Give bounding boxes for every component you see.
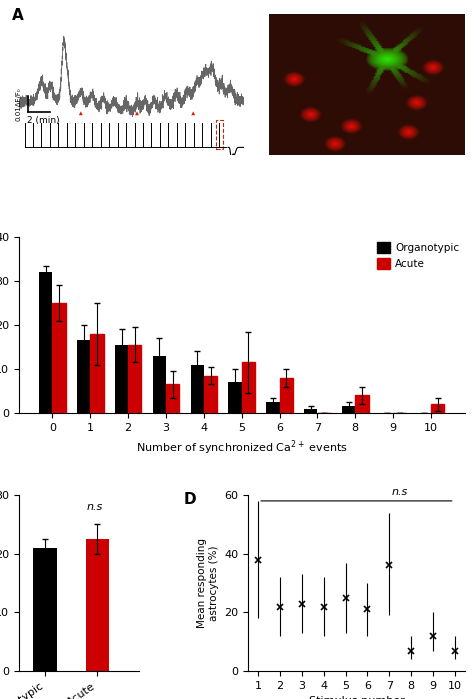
Text: D: D [183,491,196,507]
Bar [204,375,217,413]
Bar [115,345,128,413]
X-axis label: Stimulus number: Stimulus number [309,696,404,699]
Bar [85,539,109,671]
Bar [33,548,57,671]
Text: n.s: n.s [87,502,103,512]
Legend: Organotypic, Acute: Organotypic, Acute [377,242,459,269]
Bar [166,384,179,413]
Y-axis label: Mean responding
astrocytes (%): Mean responding astrocytes (%) [197,538,219,628]
Bar [53,303,66,413]
Bar [431,404,444,413]
X-axis label: Number of synchronized Ca$^{2+}$ events: Number of synchronized Ca$^{2+}$ events [136,438,347,456]
Bar [280,377,293,413]
Bar [191,364,204,413]
Bar [304,408,318,413]
Bar [153,356,166,413]
Bar [39,272,53,413]
Text: n.s: n.s [392,487,408,496]
Bar [342,406,356,413]
Bar [77,340,91,413]
Bar [228,382,242,413]
Bar [356,396,369,413]
Text: 2 (min): 2 (min) [27,116,59,125]
Bar [266,402,280,413]
Bar [242,362,255,413]
Text: A: A [12,8,24,23]
Text: 0.01ΔF/F₀: 0.01ΔF/F₀ [15,87,21,121]
Bar [216,120,223,150]
Bar [128,345,141,413]
Bar [91,333,103,413]
